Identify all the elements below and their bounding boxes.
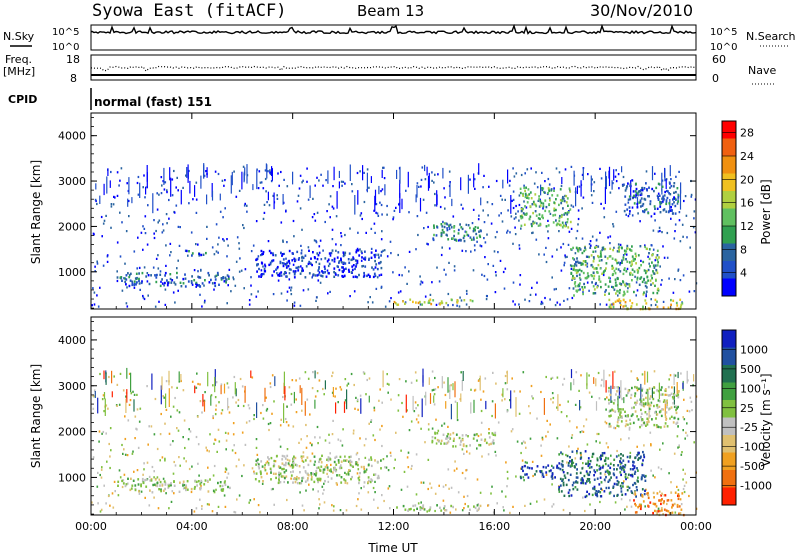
colorbar-swatch: [722, 191, 736, 209]
power-echo-data: [91, 163, 698, 311]
noise-y-top-left: 10^5: [52, 27, 79, 38]
colorbar-swatch: [722, 347, 736, 366]
colorbar-swatch: [722, 452, 736, 471]
colorbar-tick-label: 12: [740, 220, 754, 233]
colorbar-tick-label: 500: [740, 363, 761, 376]
x-axis-label: Time UT: [367, 541, 418, 554]
colorbar-tick-label: 28: [740, 127, 754, 140]
colorbar-tick-label: -500: [740, 460, 765, 473]
velocity-echo-data: [91, 367, 698, 517]
nave-tick-bottom: 0: [712, 72, 719, 85]
power-panel: 1000 2000 3000 4000 Slant Range [km] 4 8 12 16…: [29, 112, 773, 311]
colorbar-tick-label: 16: [740, 197, 754, 210]
beam-label: Beam 13: [357, 2, 424, 20]
y-tick-label: 1000: [58, 471, 86, 484]
nave-right-label: Nave: [748, 64, 776, 77]
colorbar-swatch: [722, 435, 736, 453]
y-tick-label: 4000: [58, 334, 86, 347]
power-y-axis-label: Slant Range [km]: [29, 160, 43, 264]
colorbar-swatch: [722, 243, 736, 262]
noise-sky-trace: [90, 23, 697, 35]
colorbar-swatch: [722, 156, 736, 174]
colorbar-swatch: [722, 173, 736, 192]
velocity-y-axis-label: Slant Range [km]: [29, 364, 43, 468]
colorbar-swatch: [722, 121, 736, 139]
colorbar-tick-label: 24: [740, 150, 754, 163]
colorbar-tick-label: 20: [740, 173, 754, 186]
date-label: 30/Nov/2010: [590, 1, 693, 20]
colorbar-swatch: [722, 400, 736, 418]
colorbar-swatch: [722, 226, 736, 244]
colorbar-swatch: [722, 138, 736, 157]
colorbar-tick-label: -1000: [740, 480, 772, 493]
freq-left-label-2: [MHz]: [3, 65, 35, 78]
x-tick-label: 12:00: [378, 520, 410, 533]
y-tick-label: 4000: [58, 130, 86, 143]
cpid-row: CPID normal (fast) 151: [8, 88, 212, 110]
noise-y-bottom-left: 10^0: [52, 42, 79, 53]
colorbar-tick-label: -25: [740, 421, 758, 434]
colorbar-tick-label: 1000: [740, 343, 768, 356]
power-colorbar: 4 8 12 16 20 24 28: [721, 120, 754, 297]
y-tick-label: 2000: [58, 426, 86, 439]
colorbar-swatch: [722, 208, 736, 227]
x-tick-label: 20:00: [579, 520, 611, 533]
cpid-mode: normal (fast) 151: [94, 95, 212, 109]
x-tick-label: 00:00: [75, 520, 107, 533]
nave-trace: [90, 65, 696, 72]
colorbar-tick-label: 8: [740, 243, 747, 256]
cpid-label: CPID: [8, 93, 37, 106]
colorbar-swatch: [722, 278, 736, 297]
freq-tick-top: 18: [66, 53, 80, 66]
x-tick-label: 16:00: [478, 520, 510, 533]
colorbar-swatch: [722, 417, 736, 436]
freq-panel: Freq. [MHz] 18 8 60 0 Nave: [3, 53, 776, 85]
noise-y-top-right: 10^5: [710, 27, 737, 38]
nave-tick-top: 60: [712, 53, 726, 66]
x-tick-label: 04:00: [176, 520, 208, 533]
colorbar-swatch: [722, 261, 736, 279]
noise-panel: N.Sky 10^5 10^0 10^5 10^0 N.Search: [3, 23, 796, 53]
colorbar-tick-label: 100: [740, 382, 761, 395]
velocity-colorbar: 1000 500 100 25 -25 -100 -500 -1000: [721, 329, 772, 506]
colorbar-swatch: [722, 365, 736, 383]
power-colorbar-label: Power [dB]: [759, 179, 773, 244]
colorbar-tick-label: -100: [740, 441, 765, 454]
velocity-colorbar-label: Velocity [m s⁻¹]: [759, 373, 773, 466]
colorbar-swatch: [722, 487, 736, 506]
x-tick-label: 00:00: [680, 520, 712, 533]
colorbar-swatch: [722, 470, 736, 488]
y-tick-label: 3000: [58, 380, 86, 393]
noise-right-label: N.Search: [746, 30, 796, 43]
y-tick-label: 2000: [58, 220, 86, 233]
velocity-panel: 1000 2000 3000 4000 00:00 04:00 08:00 12:00 16:…: [29, 316, 773, 554]
colorbar-swatch: [722, 382, 736, 401]
plot-title: Syowa East (fitACF): [92, 1, 286, 21]
freq-left-label-1: Freq.: [5, 53, 32, 66]
colorbar-tick-label: 4: [740, 267, 747, 280]
x-tick-label: 08:00: [277, 520, 309, 533]
noise-y-bottom-right: 10^0: [710, 42, 737, 53]
y-tick-label: 1000: [58, 266, 86, 279]
y-tick-label: 3000: [58, 175, 86, 188]
colorbar-swatch: [722, 330, 736, 348]
colorbar-tick-label: 25: [740, 402, 754, 415]
noise-left-label: N.Sky: [3, 30, 35, 43]
freq-tick-bottom: 8: [70, 72, 77, 85]
